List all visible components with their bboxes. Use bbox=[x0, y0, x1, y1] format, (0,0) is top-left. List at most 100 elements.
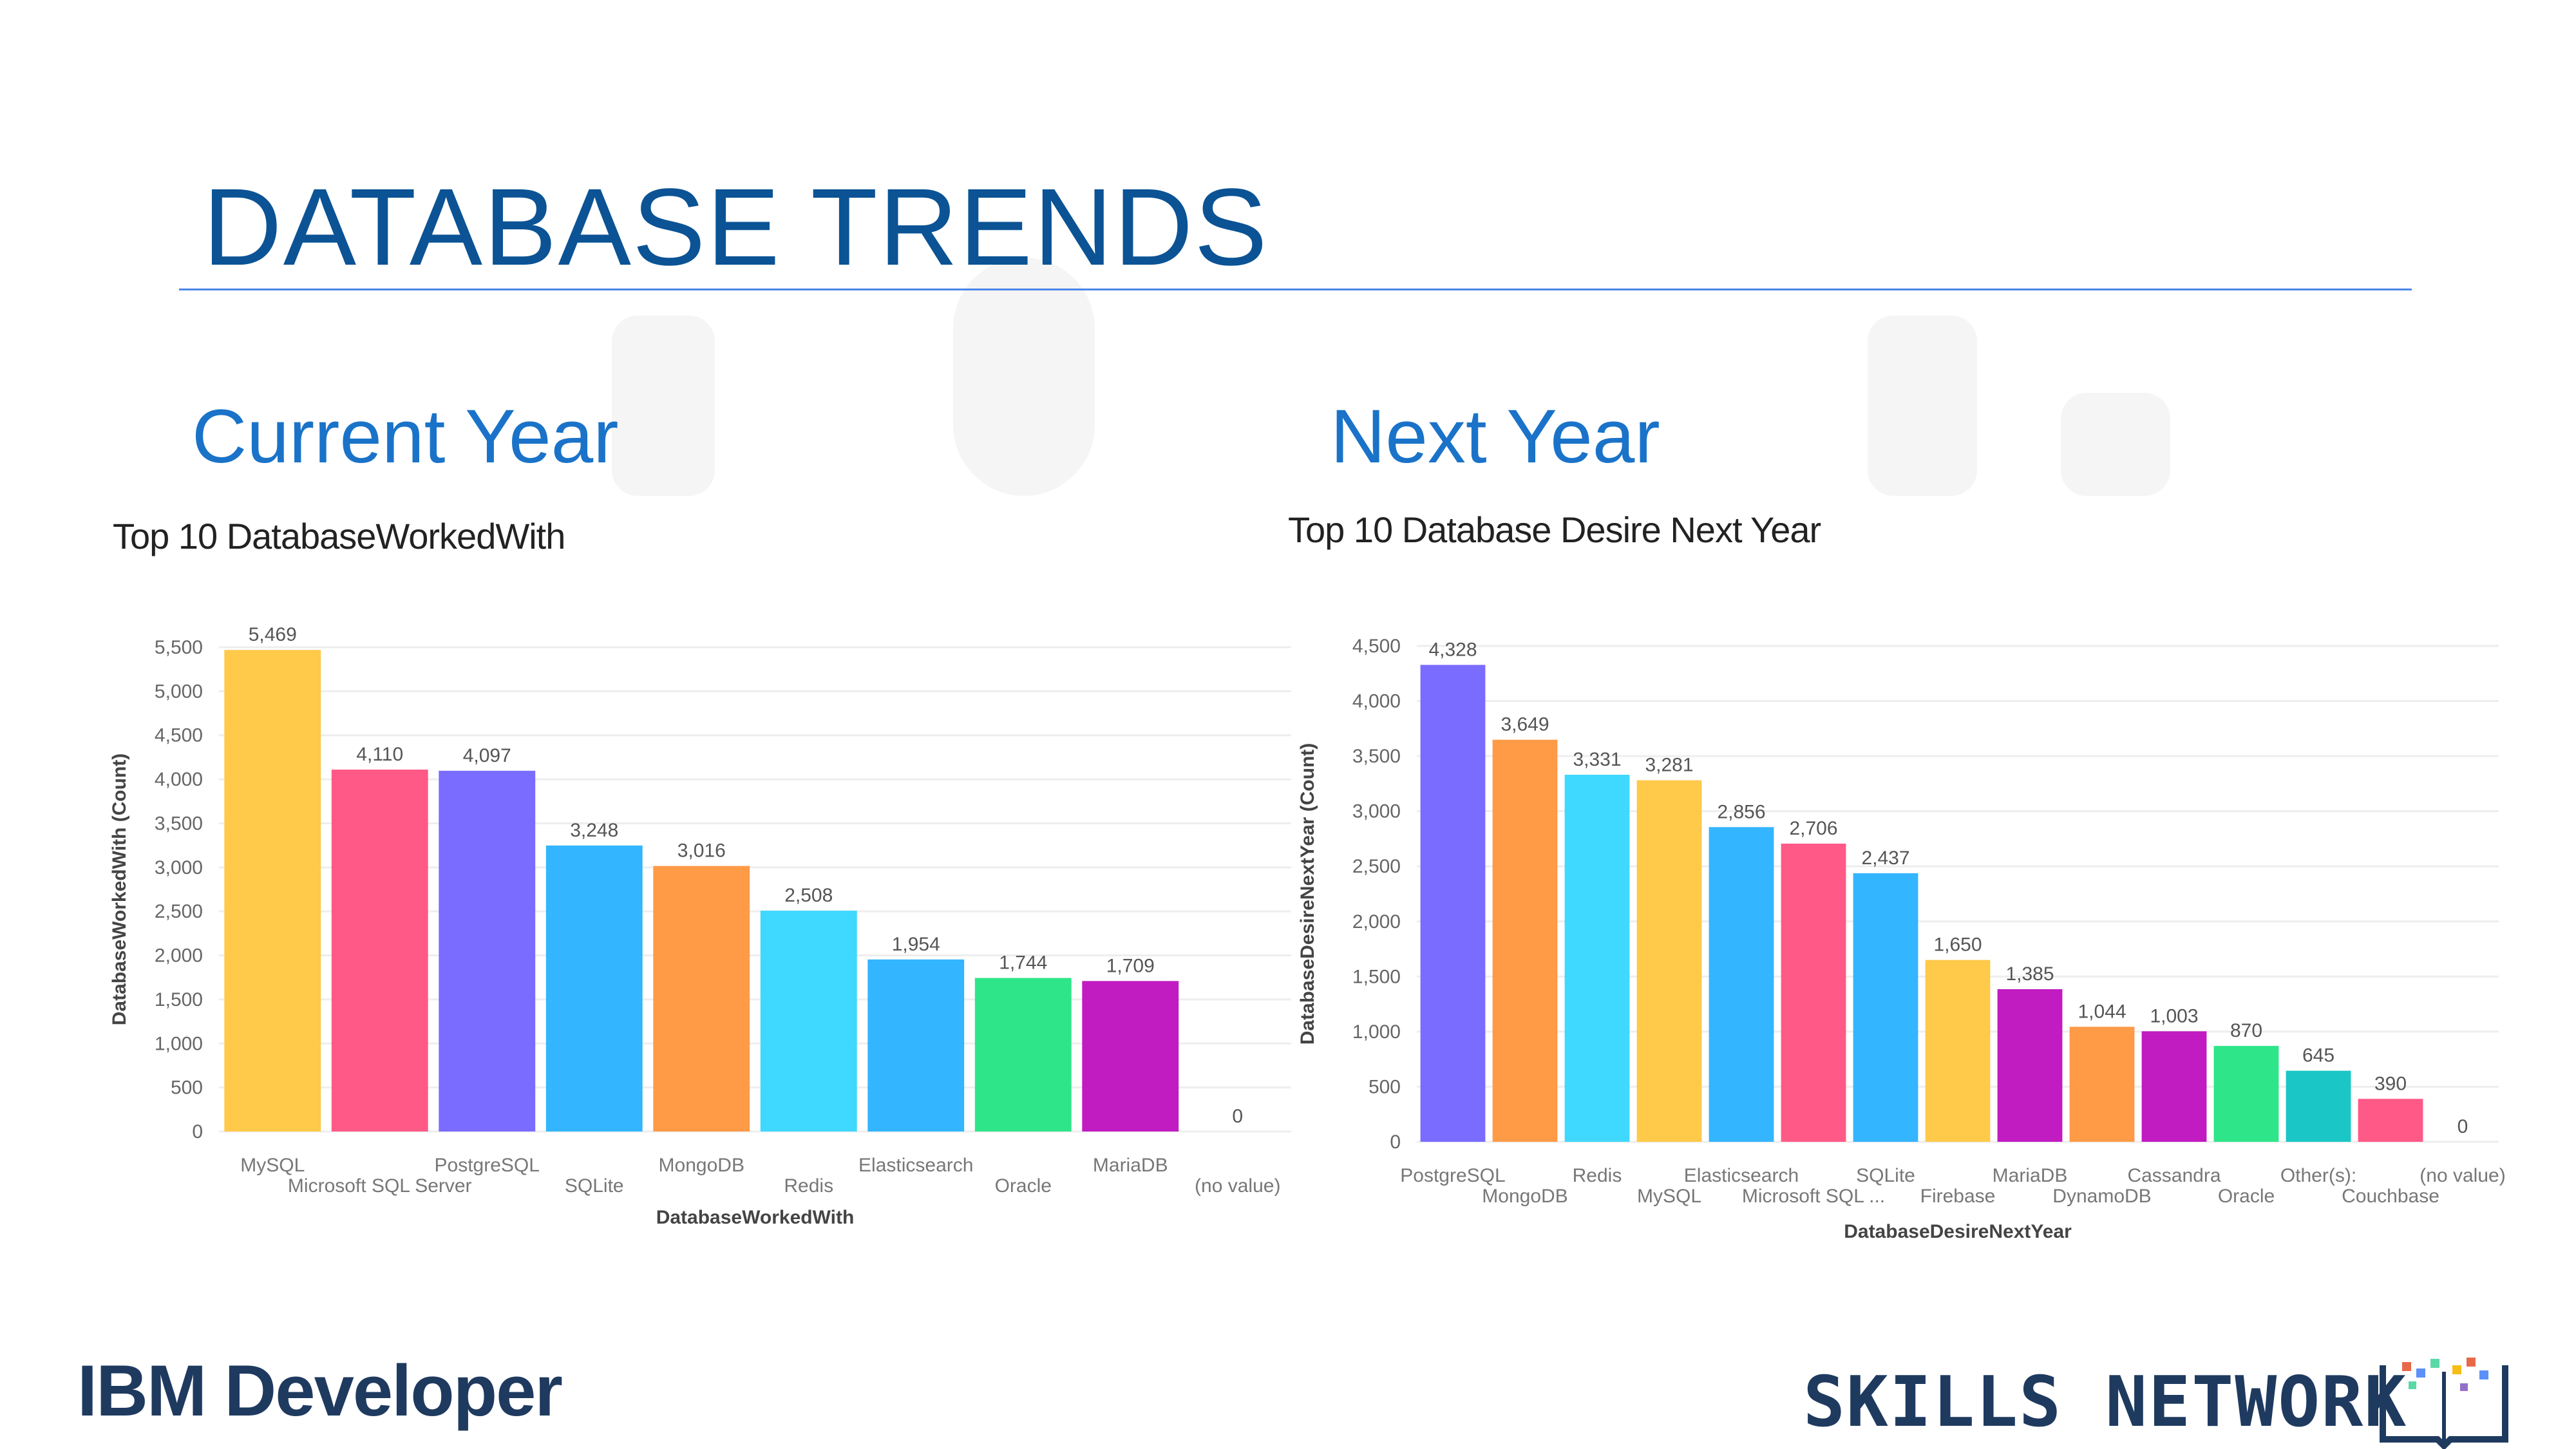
data-label: 2,856 bbox=[1717, 801, 1765, 822]
x-tick-label: Redis bbox=[1573, 1165, 1622, 1186]
chart-title-next: Top 10 Database Desire Next Year bbox=[1288, 509, 1821, 550]
bar bbox=[2286, 1070, 2351, 1142]
data-label: 390 bbox=[2374, 1073, 2407, 1094]
bar bbox=[2069, 1027, 2135, 1142]
y-tick-label: 2,000 bbox=[155, 945, 203, 967]
bar bbox=[2141, 1031, 2207, 1142]
data-label: 645 bbox=[2302, 1045, 2334, 1066]
ibm-developer-logo: IBM Developer bbox=[77, 1350, 563, 1431]
x-tick-label: (no value) bbox=[2420, 1165, 2505, 1186]
background-decoration bbox=[1868, 316, 1977, 496]
y-tick-label: 0 bbox=[192, 1121, 203, 1142]
data-label: 870 bbox=[2230, 1020, 2262, 1041]
x-tick-label: Elasticsearch bbox=[1684, 1165, 1799, 1186]
bar bbox=[1420, 665, 1486, 1142]
x-tick-label: Other(s): bbox=[2280, 1165, 2356, 1186]
y-tick-label: 3,500 bbox=[1352, 746, 1401, 767]
bar bbox=[867, 959, 965, 1132]
x-tick-label: MySQL bbox=[240, 1155, 305, 1176]
y-tick-label: 4,500 bbox=[1352, 636, 1401, 657]
x-tick-label: PostgreSQL bbox=[435, 1155, 540, 1176]
x-tick-label: Firebase bbox=[1920, 1186, 1996, 1207]
x-tick-label: (no value) bbox=[1195, 1175, 1280, 1197]
x-tick-label: DynamoDB bbox=[2052, 1186, 2151, 1207]
x-tick-label: PostgreSQL bbox=[1400, 1165, 1505, 1186]
x-tick-label: MariaDB bbox=[1993, 1165, 2068, 1186]
bar bbox=[1492, 739, 1558, 1142]
data-label: 3,331 bbox=[1573, 749, 1621, 770]
x-tick-label: Couchbase bbox=[2342, 1186, 2439, 1207]
background-decoration bbox=[612, 316, 715, 496]
y-tick-label: 4,000 bbox=[155, 769, 203, 790]
x-tick-label: MariaDB bbox=[1093, 1155, 1168, 1176]
background-decoration bbox=[2061, 393, 2170, 496]
bar bbox=[1636, 780, 1702, 1142]
y-tick-label: 1,500 bbox=[155, 989, 203, 1010]
bar bbox=[2358, 1099, 2423, 1142]
x-tick-label: Microsoft SQL Server bbox=[288, 1175, 472, 1197]
y-tick-label: 0 bbox=[1390, 1132, 1401, 1153]
y-axis-label: DatabaseDesireNextYear (Count) bbox=[1297, 743, 1318, 1045]
y-tick-label: 2,000 bbox=[1352, 911, 1401, 933]
y-tick-label: 5,000 bbox=[155, 681, 203, 702]
x-tick-label: Oracle bbox=[995, 1175, 1052, 1197]
bar bbox=[653, 866, 750, 1132]
data-label: 1,003 bbox=[2150, 1005, 2198, 1027]
skills-network-logo: SKILLS NETWORK bbox=[1803, 1362, 2408, 1443]
bar bbox=[2213, 1046, 2279, 1142]
bar bbox=[1781, 843, 1846, 1142]
bar bbox=[331, 770, 428, 1132]
data-label: 1,954 bbox=[892, 934, 940, 955]
bar bbox=[439, 770, 536, 1132]
y-tick-label: 1,000 bbox=[1352, 1021, 1401, 1043]
bar bbox=[1853, 873, 1918, 1142]
chart-title-current: Top 10 DatabaseWorkedWith bbox=[113, 516, 565, 556]
bar bbox=[1082, 981, 1179, 1132]
bar bbox=[760, 911, 857, 1132]
bar bbox=[224, 650, 321, 1132]
data-label: 3,248 bbox=[570, 820, 618, 841]
bar bbox=[545, 845, 643, 1132]
data-label: 3,281 bbox=[1645, 755, 1693, 776]
data-label: 5,469 bbox=[249, 624, 297, 645]
bar bbox=[1709, 827, 1774, 1142]
x-tick-label: Elasticsearch bbox=[858, 1155, 973, 1176]
bar bbox=[974, 978, 1072, 1132]
x-tick-label: MongoDB bbox=[1482, 1186, 1567, 1207]
y-tick-label: 4,000 bbox=[1352, 691, 1401, 712]
y-tick-label: 3,000 bbox=[155, 857, 203, 878]
y-tick-label: 500 bbox=[171, 1077, 203, 1099]
data-label: 1,650 bbox=[1933, 934, 1982, 956]
data-label: 1,385 bbox=[2005, 963, 2054, 985]
next-year-heading: Next Year bbox=[1331, 394, 1660, 479]
x-tick-label: MongoDB bbox=[659, 1155, 744, 1176]
y-tick-label: 500 bbox=[1368, 1076, 1401, 1097]
data-label: 0 bbox=[2458, 1116, 2468, 1137]
x-axis-label: DatabaseWorkedWith bbox=[656, 1207, 855, 1228]
bar bbox=[1564, 775, 1630, 1142]
current-year-heading: Current Year bbox=[192, 394, 619, 479]
x-tick-label: Redis bbox=[784, 1175, 833, 1197]
data-label: 2,437 bbox=[1861, 848, 1909, 869]
y-tick-label: 3,500 bbox=[155, 813, 203, 834]
x-tick-label: MySQL bbox=[1637, 1186, 1701, 1207]
data-label: 3,649 bbox=[1501, 714, 1549, 735]
y-tick-label: 2,500 bbox=[155, 901, 203, 922]
background-decoration bbox=[953, 258, 1095, 496]
x-tick-label: Cassandra bbox=[2127, 1165, 2221, 1186]
x-tick-label: SQLite bbox=[565, 1175, 624, 1197]
data-label: 4,110 bbox=[356, 744, 403, 765]
data-label: 3,016 bbox=[677, 840, 726, 862]
data-label: 4,097 bbox=[463, 745, 511, 766]
y-tick-label: 2,500 bbox=[1352, 856, 1401, 877]
x-tick-label: Oracle bbox=[2218, 1186, 2275, 1207]
x-tick-label: Microsoft SQL ... bbox=[1742, 1186, 1885, 1207]
slide-title: DATABASE TRENDS bbox=[203, 166, 1269, 289]
data-label: 4,328 bbox=[1428, 639, 1477, 660]
data-label: 1,709 bbox=[1106, 955, 1155, 976]
y-axis-label: DatabaseWorkedWith (Count) bbox=[109, 753, 130, 1026]
title-divider bbox=[179, 289, 2412, 290]
y-tick-label: 4,500 bbox=[155, 725, 203, 746]
